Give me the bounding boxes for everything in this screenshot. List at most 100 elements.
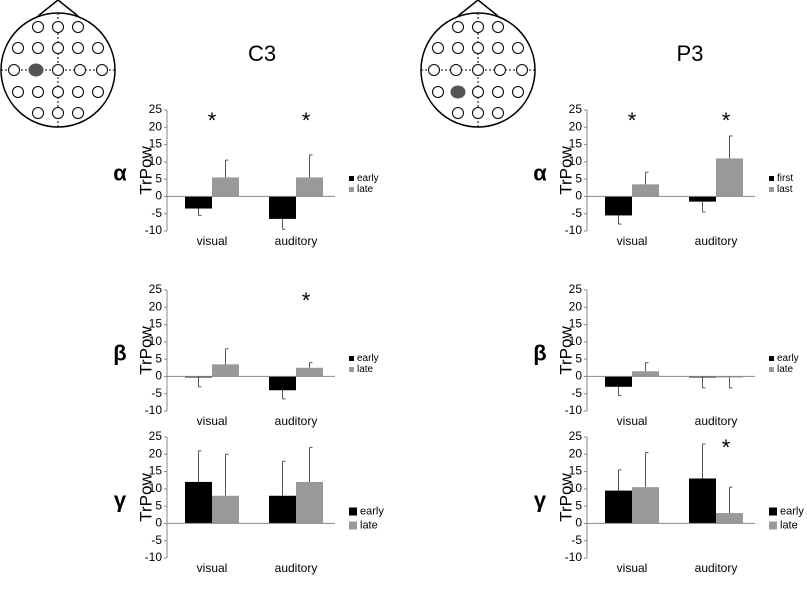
legend-label: late (780, 519, 798, 531)
electrode (92, 42, 104, 54)
significance: * (722, 108, 731, 133)
legend-swatch (349, 367, 354, 372)
electrode-selected (28, 63, 44, 77)
y-tick-label: 15 (569, 464, 583, 478)
legend-label: late (357, 364, 374, 375)
y-tick-label: 0 (575, 189, 582, 203)
band-label: γ (114, 487, 127, 512)
column-title: P3 (677, 41, 704, 66)
bar (632, 371, 659, 377)
y-tick-label: 25 (569, 102, 583, 116)
band-label: γ (534, 487, 547, 512)
electrode (52, 86, 64, 98)
legend-swatch (349, 176, 354, 181)
y-tick-label: 10 (569, 481, 583, 495)
electrode (492, 107, 504, 119)
y-tick-label: -10 (145, 223, 163, 237)
y-tick-label: 20 (569, 119, 583, 133)
bar (689, 376, 716, 378)
bar (296, 367, 323, 377)
legend-label: early (357, 173, 379, 184)
electrode (512, 42, 524, 54)
y-tick-label: -5 (151, 206, 162, 220)
y-tick-label: 10 (569, 334, 583, 348)
electrode (32, 86, 44, 98)
y-tick-label: 20 (149, 299, 163, 313)
electrode (432, 42, 444, 54)
electrode (8, 64, 20, 76)
band-label: β (533, 340, 546, 365)
y-tick-label: 5 (575, 498, 582, 512)
legend-label: late (777, 364, 794, 375)
y-tick-label: -5 (571, 206, 582, 220)
bar (632, 487, 659, 524)
y-tick-label: 15 (569, 137, 583, 151)
electrode (494, 64, 506, 76)
electrode (472, 86, 484, 98)
y-tick-label: 10 (149, 334, 163, 348)
electrode (472, 107, 484, 119)
y-tick-label: 15 (149, 317, 163, 331)
y-axis-label: TrPow (556, 146, 575, 195)
y-tick-label: 0 (155, 516, 162, 530)
electrode (450, 64, 462, 76)
bar (716, 376, 743, 378)
y-tick-label: -5 (151, 386, 162, 400)
y-tick-label: 20 (149, 119, 163, 133)
x-tick-label: visual (197, 561, 228, 575)
bar (269, 495, 296, 524)
bar (269, 376, 296, 391)
y-tick-label: 0 (155, 189, 162, 203)
y-tick-label: -10 (145, 550, 163, 564)
y-tick-label: 10 (149, 481, 163, 495)
y-tick-label: 25 (569, 282, 583, 296)
significance: * (628, 108, 637, 133)
significance: * (722, 435, 731, 460)
bar (212, 364, 239, 377)
electrode-selected (450, 85, 466, 99)
legend-swatch (769, 176, 774, 181)
electrode (452, 21, 464, 33)
legend-swatch (769, 356, 774, 361)
electrode (32, 107, 44, 119)
y-tick-label: 25 (149, 102, 163, 116)
bar (296, 177, 323, 197)
bar (296, 481, 323, 524)
y-tick-label: 0 (575, 369, 582, 383)
y-tick-label: 20 (569, 299, 583, 313)
y-tick-label: 0 (155, 369, 162, 383)
bar (605, 376, 632, 387)
legend-label: early (360, 505, 384, 517)
electrode (512, 86, 524, 98)
y-tick-label: 10 (569, 154, 583, 168)
y-tick-label: -10 (145, 403, 163, 417)
legend-label: late (360, 519, 378, 531)
legend-label: early (780, 505, 804, 517)
electrode (32, 21, 44, 33)
x-tick-label: visual (197, 414, 228, 428)
y-tick-label: 20 (569, 446, 583, 460)
significance: * (208, 108, 217, 133)
legend-label: early (777, 353, 799, 364)
head-nose (37, 0, 79, 17)
y-tick-label: -5 (571, 386, 582, 400)
y-tick-label: 5 (155, 498, 162, 512)
electrode (472, 64, 484, 76)
y-tick-label: 5 (575, 351, 582, 365)
x-tick-label: auditory (275, 414, 318, 428)
electrode (52, 21, 64, 33)
y-axis-label: TrPow (136, 326, 155, 375)
bar (716, 513, 743, 524)
electrode (12, 42, 24, 54)
electrode (472, 42, 484, 54)
electrode (74, 64, 86, 76)
y-tick-label: 25 (149, 282, 163, 296)
y-axis-label: TrPow (136, 473, 155, 522)
y-tick-label: -10 (565, 550, 583, 564)
electrode (492, 86, 504, 98)
electrode (72, 86, 84, 98)
y-tick-label: 25 (569, 429, 583, 443)
band-label: α (533, 160, 547, 185)
electrode (52, 64, 64, 76)
y-tick-label: 0 (575, 516, 582, 530)
